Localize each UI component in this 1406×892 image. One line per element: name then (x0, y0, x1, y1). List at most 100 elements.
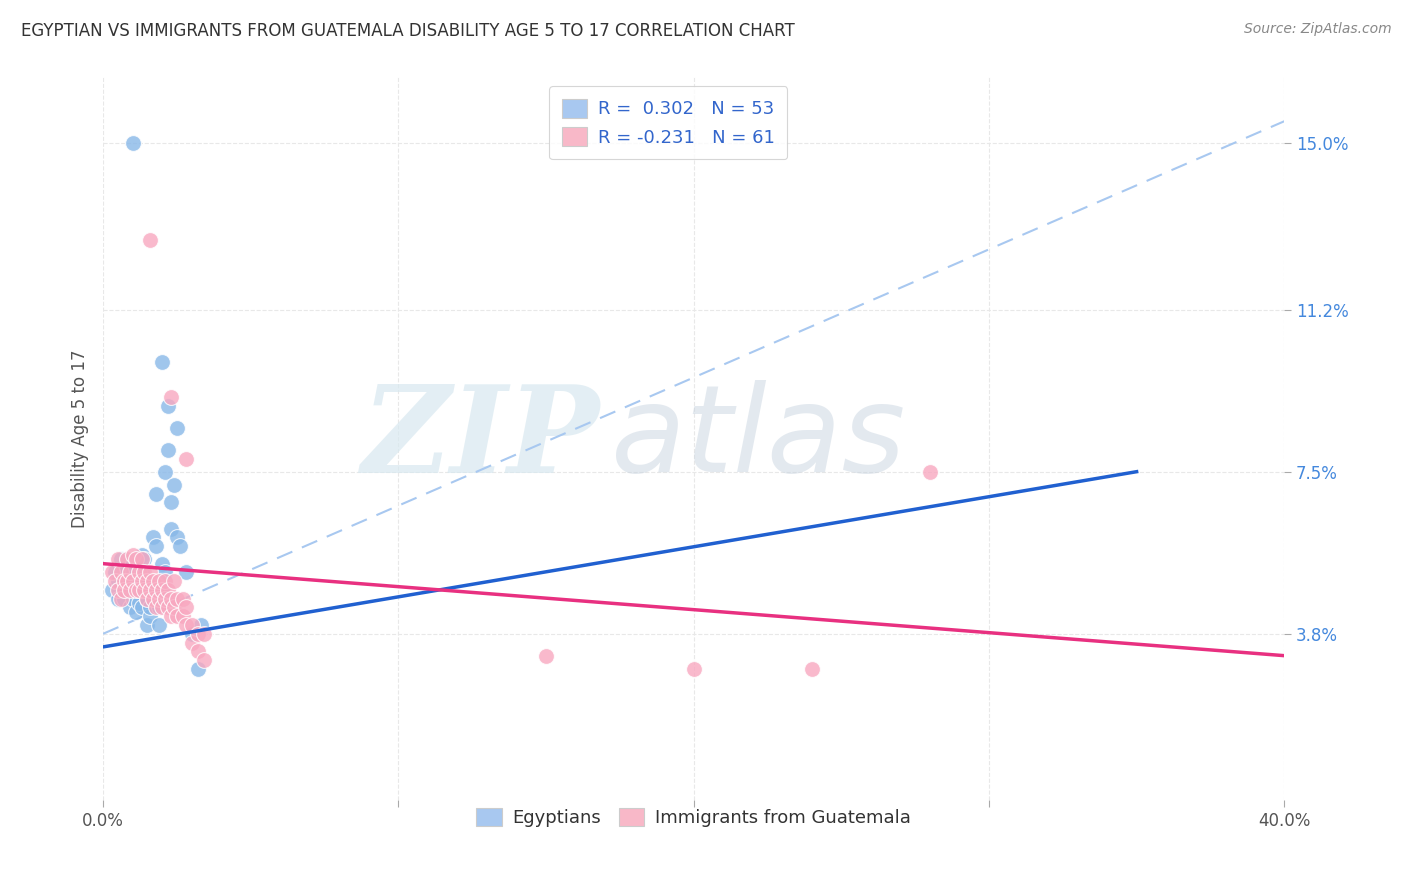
Point (118, 566, 141, 580)
Point (180, 618, 202, 632)
Point (107, 591, 129, 606)
Point (115, 552, 138, 566)
Point (163, 478, 186, 492)
Y-axis label: Disability Age 5 to 17: Disability Age 5 to 17 (72, 350, 89, 528)
Point (142, 582, 165, 597)
Point (104, 574, 127, 589)
Point (153, 566, 176, 580)
Point (121, 136, 143, 150)
Point (139, 233, 162, 247)
Point (187, 626, 209, 640)
Point (148, 618, 170, 632)
Point (128, 582, 150, 597)
Point (150, 355, 173, 369)
Point (172, 609, 194, 624)
Point (121, 548, 143, 562)
Point (128, 566, 150, 580)
Point (157, 600, 180, 615)
Point (150, 557, 173, 571)
Point (193, 653, 215, 667)
Point (134, 582, 156, 597)
Point (139, 582, 162, 597)
Point (148, 574, 170, 589)
Point (131, 600, 153, 615)
Point (174, 618, 197, 632)
Point (166, 609, 188, 624)
Point (112, 574, 135, 589)
Point (160, 591, 183, 606)
Point (166, 421, 188, 435)
Point (150, 582, 173, 597)
Point (142, 591, 165, 606)
Point (682, 662, 704, 676)
Point (800, 662, 823, 676)
Point (145, 600, 167, 615)
Point (107, 552, 129, 566)
Legend: Egyptians, Immigrants from Guatemala: Egyptians, Immigrants from Guatemala (470, 801, 918, 835)
Point (148, 591, 170, 606)
Point (145, 486, 167, 500)
Point (160, 495, 183, 509)
Point (110, 552, 132, 566)
Point (139, 566, 162, 580)
Point (139, 600, 162, 615)
Point (142, 574, 165, 589)
Point (107, 574, 129, 589)
Point (166, 530, 188, 544)
Point (145, 539, 167, 553)
Point (112, 582, 135, 597)
Point (148, 600, 170, 615)
Point (101, 582, 124, 597)
Point (112, 591, 135, 606)
Point (112, 574, 135, 589)
Point (160, 609, 183, 624)
Point (169, 539, 191, 553)
Point (193, 626, 215, 640)
Point (145, 582, 167, 597)
Point (153, 465, 176, 479)
Point (121, 591, 143, 606)
Point (157, 442, 180, 457)
Point (128, 596, 150, 610)
Point (134, 574, 156, 589)
Point (166, 591, 188, 606)
Point (153, 591, 176, 606)
Point (128, 574, 150, 589)
Point (128, 582, 150, 597)
Point (118, 574, 141, 589)
Point (160, 522, 183, 536)
Point (115, 574, 138, 589)
Point (136, 574, 159, 589)
Point (124, 605, 146, 619)
Point (110, 566, 132, 580)
Point (174, 451, 197, 466)
Point (131, 574, 153, 589)
Point (150, 600, 173, 615)
Point (118, 582, 141, 597)
Point (534, 648, 557, 663)
Point (124, 552, 146, 566)
Point (115, 582, 138, 597)
Point (121, 574, 143, 589)
Point (115, 561, 138, 575)
Point (107, 582, 129, 597)
Point (136, 591, 159, 606)
Point (163, 574, 186, 589)
Point (153, 574, 176, 589)
Point (136, 618, 159, 632)
Point (180, 635, 202, 649)
Point (163, 600, 186, 615)
Point (134, 582, 156, 597)
Point (160, 390, 183, 404)
Point (157, 399, 180, 413)
Text: atlas: atlas (612, 380, 907, 498)
Point (187, 662, 209, 676)
Point (124, 582, 146, 597)
Text: ZIP: ZIP (361, 380, 599, 498)
Point (104, 566, 127, 580)
Point (121, 566, 143, 580)
Point (139, 609, 162, 624)
Point (142, 530, 165, 544)
Point (131, 566, 153, 580)
Point (172, 591, 194, 606)
